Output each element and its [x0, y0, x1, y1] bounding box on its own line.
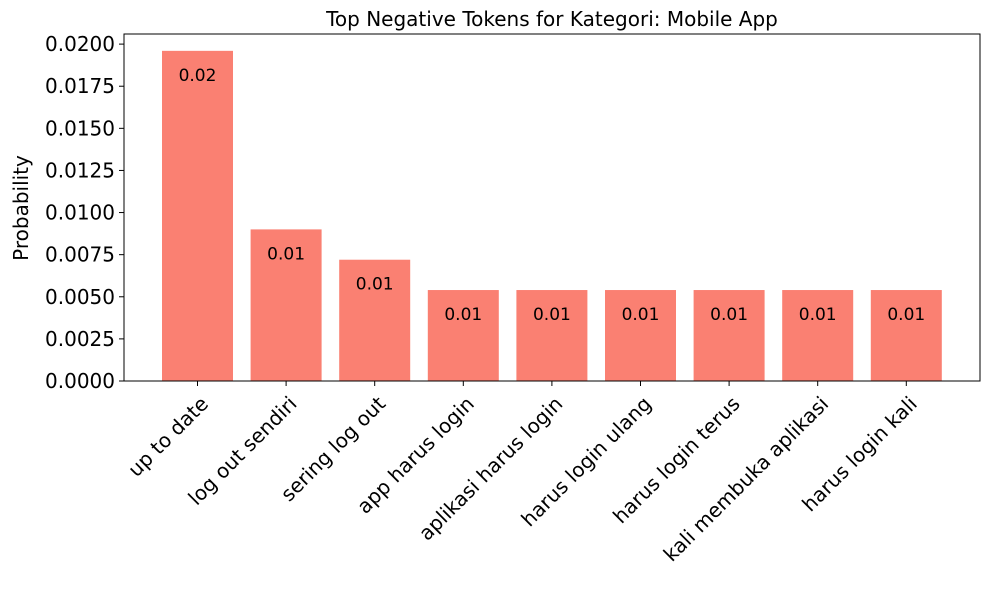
y-tick-label: 0.0175: [45, 74, 115, 98]
y-tick-label: 0.0125: [45, 158, 115, 182]
y-tick-label: 0.0000: [45, 369, 115, 393]
data-label: 0.01: [444, 305, 482, 325]
bar: [516, 290, 588, 381]
data-label: 0.01: [799, 305, 837, 325]
x-tick-label: kali membuka aplikasi: [659, 392, 834, 567]
bar: [250, 229, 322, 381]
chart-title: Top Negative Tokens for Kategori: Mobile…: [325, 7, 778, 31]
bar: [162, 50, 233, 381]
y-tick-label: 0.0075: [45, 243, 115, 267]
y-tick-label: 0.0200: [45, 32, 115, 56]
x-tick-label: aplikasi harus login: [414, 392, 568, 546]
y-tick-label: 0.0150: [45, 116, 115, 140]
data-label: 0.01: [710, 305, 748, 325]
bar: [693, 290, 765, 381]
data-label: 0.02: [179, 66, 217, 86]
data-label: 0.01: [887, 305, 925, 325]
x-tick-label: up to date: [123, 392, 213, 482]
bar: [782, 290, 854, 381]
bar: [870, 290, 942, 381]
bar: [605, 290, 676, 381]
plot-area-frame: [123, 33, 981, 382]
y-tick-label: 0.0100: [45, 201, 115, 225]
data-label: 0.01: [356, 275, 394, 295]
y-axis-label: Probability: [9, 155, 33, 261]
data-label: 0.01: [267, 244, 305, 264]
data-labels-group: 0.02 0.01 0.01 0.01 0.01 0.01 0.01 0.01 0.01: [179, 66, 926, 325]
bars-group: [162, 50, 942, 381]
bar: [427, 290, 499, 381]
y-axis-ticks: 0.0000 0.0025 0.0050 0.0075 0.0100 0.0125 0.01…: [45, 32, 124, 393]
data-label: 0.01: [622, 305, 660, 325]
bar: [339, 259, 411, 381]
y-tick-label: 0.0025: [45, 327, 115, 351]
y-tick-label: 0.0050: [45, 285, 115, 309]
data-label: 0.01: [533, 305, 571, 325]
